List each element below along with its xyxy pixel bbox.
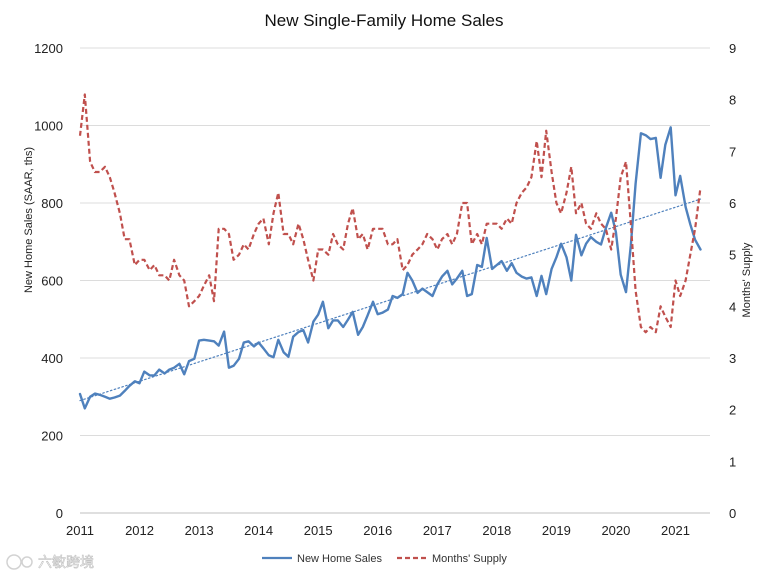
y-tick-label: 400 — [41, 351, 63, 366]
x-tick-label: 2020 — [601, 523, 630, 538]
y2-tick-label: 0 — [729, 506, 736, 521]
x-tick-label: 2021 — [661, 523, 690, 538]
legend-label-new-home-sales: New Home Sales — [297, 553, 382, 565]
y-tick-label: 600 — [41, 274, 63, 289]
trend-line — [79, 198, 702, 402]
y2-tick-label: 3 — [729, 351, 736, 366]
y-axis-ticks: 0 200 400 600 800 1000 1200 — [34, 41, 63, 521]
y2-tick-label: 9 — [729, 41, 736, 56]
months-supply-series — [78, 93, 702, 334]
watermark-text: 六敏跨境 — [38, 555, 94, 571]
x-tick-label: 2014 — [244, 523, 273, 538]
legend-label-months-supply: Months' Supply — [432, 553, 507, 565]
x-tick-label: 2013 — [185, 523, 214, 538]
y-tick-label: 1000 — [34, 119, 63, 134]
watermark-logo-icon — [6, 554, 33, 570]
new-home-sales-line — [78, 126, 702, 410]
trend-series — [79, 198, 702, 402]
y2-axis-ticks: 0 1 2 3 4 5 6 7 8 9 — [729, 41, 736, 521]
y-axis-title: New Home Sales (SAAR, ths) — [23, 147, 35, 293]
months-supply-line — [78, 93, 702, 334]
x-tick-label: 2017 — [423, 523, 452, 538]
x-tick-label: 2015 — [304, 523, 333, 538]
y-tick-label: 200 — [41, 429, 63, 444]
y2-axis-title: Months' Supply — [741, 242, 753, 317]
y-tick-label: 0 — [56, 506, 63, 521]
y-tick-label: 800 — [41, 196, 63, 211]
x-tick-label: 2012 — [125, 523, 154, 538]
x-axis-ticks: 2011 2012 2013 2014 2015 2016 2017 2018 2019 2020… — [66, 523, 690, 538]
legend: New Home Sales Months' Supply — [262, 553, 507, 565]
x-tick-label: 2019 — [542, 523, 571, 538]
y2-tick-label: 5 — [729, 248, 736, 263]
y2-tick-label: 2 — [729, 403, 736, 418]
y-tick-label: 1200 — [34, 41, 63, 56]
new-home-sales-series — [78, 126, 702, 410]
x-tick-label: 2016 — [363, 523, 392, 538]
y2-tick-label: 8 — [729, 93, 736, 108]
y2-tick-label: 6 — [729, 196, 736, 211]
x-tick-label: 2018 — [482, 523, 511, 538]
y2-tick-label: 1 — [729, 454, 736, 469]
y2-tick-label: 4 — [729, 299, 736, 314]
y2-tick-label: 7 — [729, 144, 736, 159]
watermark: 六敏跨境 — [6, 554, 94, 571]
x-tick-label: 2011 — [66, 523, 94, 538]
chart-title: New Single-Family Home Sales — [264, 11, 503, 30]
